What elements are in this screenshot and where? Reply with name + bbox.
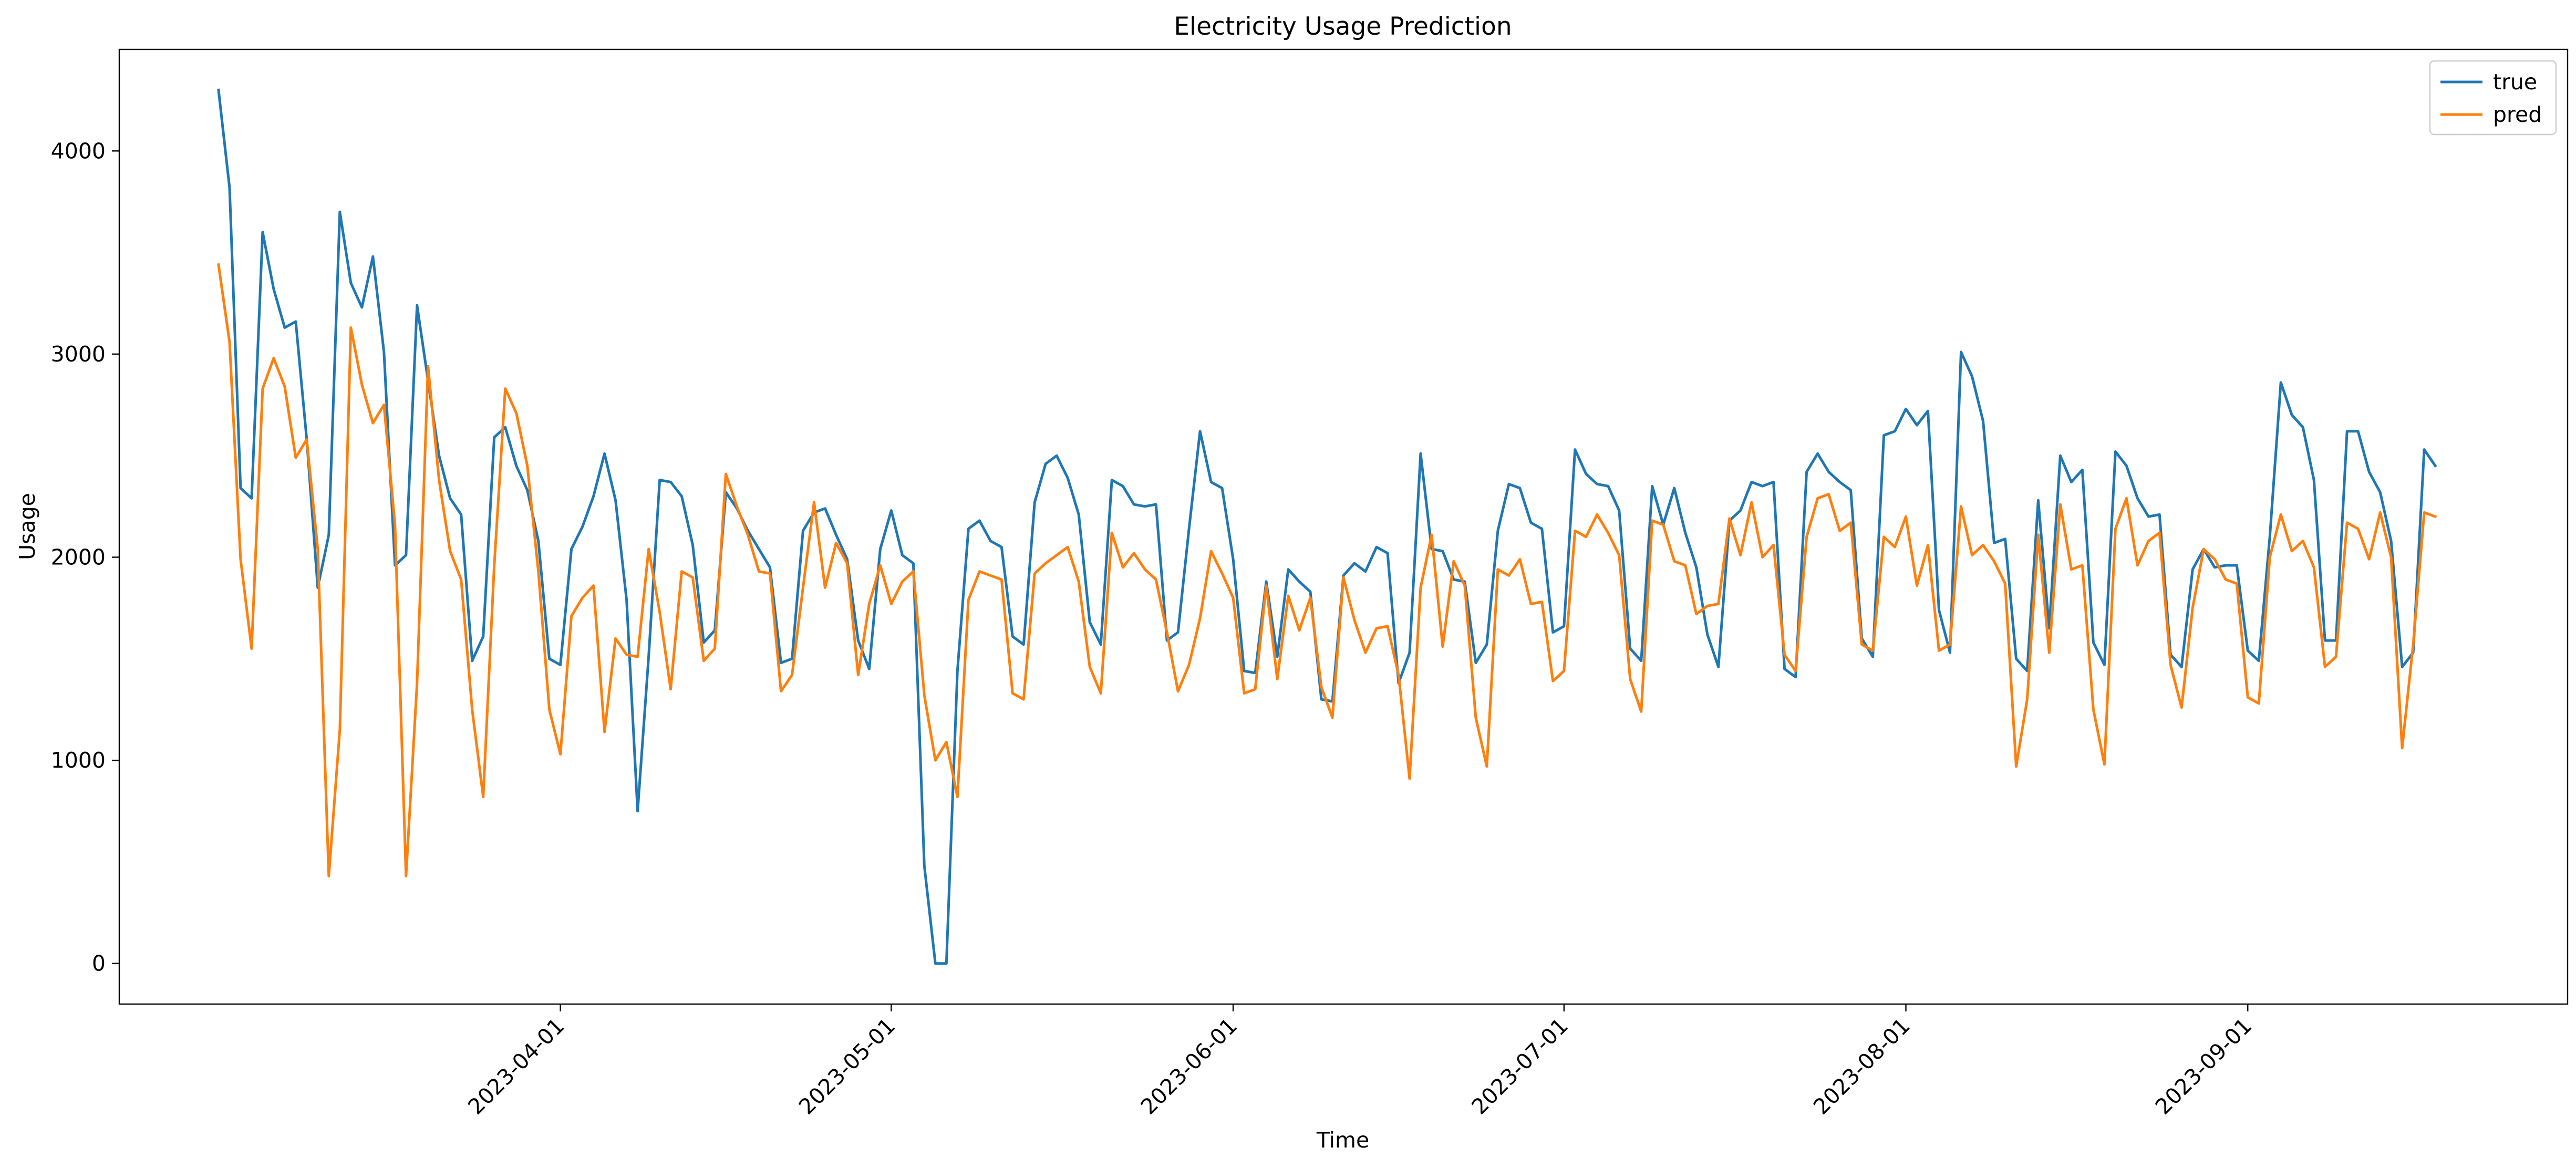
y-tick-label: 4000 (51, 138, 106, 163)
y-tick-label: 2000 (51, 544, 106, 570)
y-tick-label: 0 (92, 951, 106, 976)
plot-area-frame (118, 48, 2569, 1005)
y-tick-label: 3000 (51, 342, 106, 367)
y-axis: 0 1000 2000 3000 4000 (51, 138, 119, 976)
y-tick-label: 1000 (51, 748, 106, 773)
legend: true pred (2429, 60, 2557, 136)
series-layer (217, 88, 2437, 965)
legend-label-pred: pred (2493, 102, 2542, 127)
legend-box (2429, 60, 2557, 136)
x-axis-label: Time (1316, 1128, 1369, 1153)
legend-label-true: true (2493, 69, 2537, 95)
series-line-pred (217, 263, 2437, 877)
chart-title: Electricity Usage Prediction (1174, 12, 1512, 41)
y-axis-label: Usage (15, 493, 40, 560)
